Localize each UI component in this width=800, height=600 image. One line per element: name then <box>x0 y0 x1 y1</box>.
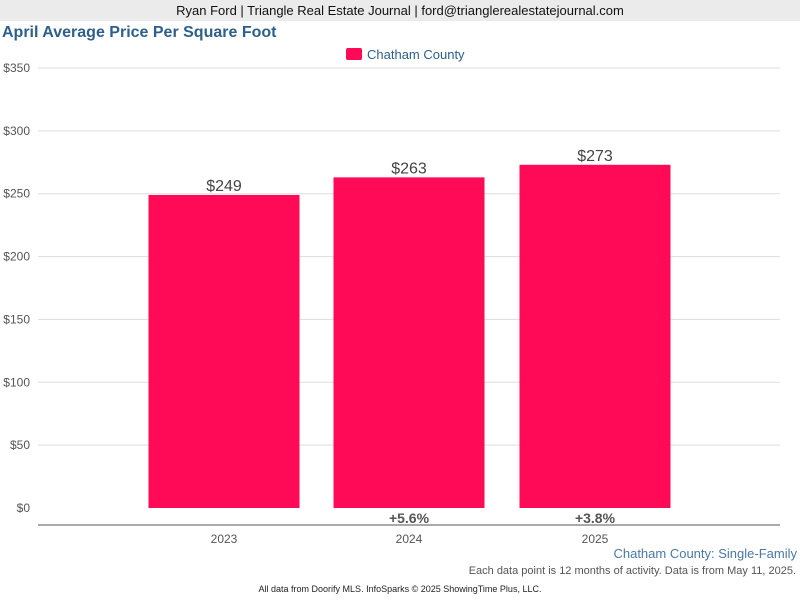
y-tick-label: $250 <box>3 187 30 201</box>
bar-2025[interactable] <box>519 164 671 509</box>
footer-credit: All data from Doorify MLS. InfoSparks © … <box>258 584 542 594</box>
data-labels: $249 $263 $273 <box>206 148 613 195</box>
bar-2024[interactable] <box>333 177 485 508</box>
y-tick-label: $350 <box>3 61 30 75</box>
x-tick-label: 2025 <box>582 532 609 546</box>
y-tick-label: $0 <box>17 501 31 515</box>
data-label: $249 <box>206 178 242 195</box>
data-label: $263 <box>391 160 427 177</box>
y-tick-label: $300 <box>3 124 30 138</box>
legend-swatch <box>346 48 362 60</box>
series-subtitle: Chatham County: Single-Family <box>613 546 797 561</box>
y-tick-label: $200 <box>3 250 30 264</box>
legend[interactable]: Chatham County <box>346 45 465 63</box>
bars <box>148 164 671 509</box>
byline-bar: Ryan Ford | Triangle Real Estate Journal… <box>0 0 800 21</box>
data-note: Each data point is 12 months of activity… <box>468 565 796 577</box>
change-label: +3.8% <box>575 510 616 526</box>
y-tick-label: $50 <box>10 438 30 452</box>
y-axis-ticks: $0 $50 $100 $150 $200 $250 $300 $350 <box>3 61 30 515</box>
change-label: +5.6% <box>389 510 430 526</box>
data-label: $273 <box>577 148 613 165</box>
legend-label: Chatham County <box>367 46 465 62</box>
change-labels: +5.6% +3.8% <box>389 510 616 526</box>
chart-title: April Average Price Per Square Foot <box>2 24 277 41</box>
y-tick-label: $100 <box>3 375 30 389</box>
x-tick-label: 2023 <box>211 532 238 546</box>
x-tick-label: 2024 <box>396 532 423 546</box>
x-axis-ticks: 2023 2024 2025 <box>211 532 609 546</box>
y-tick-label: $150 <box>3 312 30 326</box>
bar-2023[interactable] <box>148 194 300 508</box>
byline-text: Ryan Ford | Triangle Real Estate Journal… <box>176 3 624 18</box>
